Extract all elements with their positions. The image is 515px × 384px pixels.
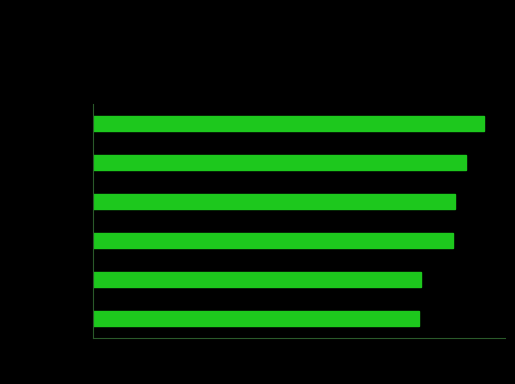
Bar <box>93 155 466 170</box>
Bar <box>93 194 455 209</box>
Bar <box>93 311 419 326</box>
Bar <box>93 233 453 248</box>
Bar <box>93 116 484 131</box>
Bar <box>93 272 421 287</box>
